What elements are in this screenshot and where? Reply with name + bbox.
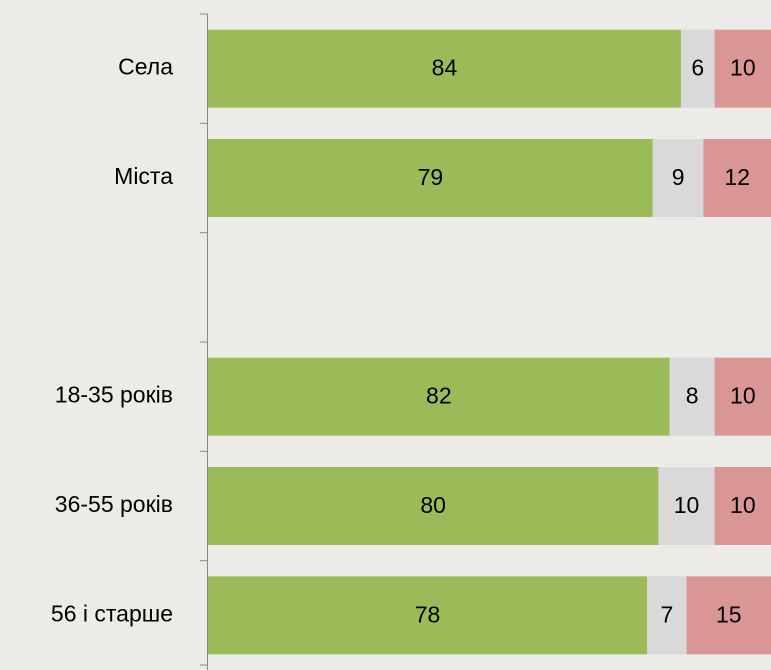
data-label: 84 <box>432 55 458 81</box>
y-tick-label: Села <box>118 54 173 80</box>
bar-segment <box>680 29 715 108</box>
bar-segment <box>652 139 704 217</box>
bar-segment <box>669 357 715 436</box>
bar-segment <box>686 576 771 655</box>
data-label: 80 <box>420 492 446 518</box>
data-label: 79 <box>418 164 444 190</box>
y-tick-label: Міста <box>114 163 173 189</box>
data-label: 82 <box>426 383 452 409</box>
bar-segment <box>208 29 681 108</box>
data-label: 10 <box>730 55 756 81</box>
bar-segment <box>714 467 771 545</box>
data-label: 15 <box>716 601 742 627</box>
bar-segment <box>714 357 771 436</box>
data-label: 7 <box>660 601 673 627</box>
data-label: 10 <box>730 492 756 518</box>
data-label: 78 <box>415 601 441 627</box>
data-label: 9 <box>672 164 685 190</box>
data-label: 8 <box>686 383 699 409</box>
bar-segment <box>208 467 659 545</box>
bar-segment <box>658 467 715 545</box>
y-tick-label: 36-55 років <box>55 491 173 517</box>
bar-segment <box>714 29 771 108</box>
bar-segment <box>208 139 653 217</box>
bar-segment <box>703 139 771 217</box>
data-label: 12 <box>724 164 750 190</box>
bar-segment <box>647 576 687 655</box>
data-label: 10 <box>730 383 756 409</box>
data-label: 6 <box>691 55 704 81</box>
y-tick-label: 18-35 років <box>55 382 173 408</box>
bar-segment <box>208 576 648 655</box>
data-label: 10 <box>674 492 700 518</box>
y-tick-label: 56 і старше <box>51 600 173 626</box>
bar-segment <box>208 357 670 436</box>
